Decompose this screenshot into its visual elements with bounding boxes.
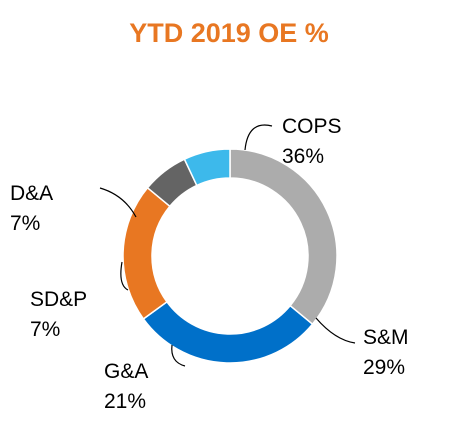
slice-value-da: 7% — [10, 212, 40, 235]
slice-value-sdp: 7% — [30, 318, 60, 341]
leader-line-sm — [315, 317, 356, 344]
slice-sm — [142, 300, 314, 364]
slice-da — [183, 148, 231, 187]
slice-cops — [229, 148, 338, 326]
slice-value-cops: 36% — [282, 145, 324, 168]
donut-slices — [122, 148, 338, 364]
slice-labels: COPS 36% S&M 29% G&A 21% SD&P 7% D&A 7% — [10, 115, 409, 413]
slice-value-sm: 29% — [363, 356, 405, 379]
slice-label-sm: S&M — [363, 326, 409, 349]
leader-line-da — [99, 187, 137, 218]
chart-title: YTD 2019 OE % — [129, 18, 329, 48]
leader-line-sdp — [120, 261, 129, 291]
slice-label-ga: G&A — [104, 360, 148, 383]
leader-lines — [99, 124, 356, 367]
slice-label-sdp: SD&P — [30, 288, 87, 311]
leader-line-cops — [244, 124, 273, 151]
slice-label-cops: COPS — [282, 115, 342, 138]
leader-line-ga — [171, 344, 186, 367]
slice-label-da: D&A — [10, 182, 53, 205]
slice-value-ga: 21% — [104, 390, 146, 413]
